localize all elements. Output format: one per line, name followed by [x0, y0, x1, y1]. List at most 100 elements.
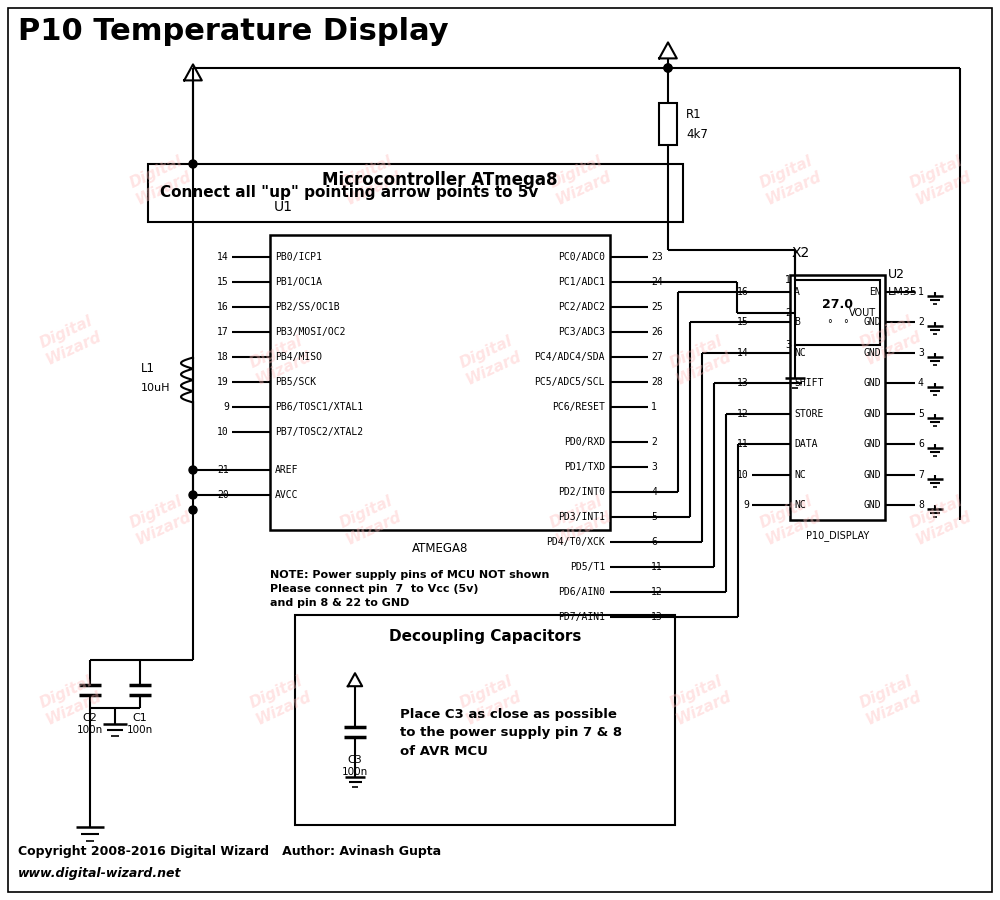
Text: PB0/ICP1: PB0/ICP1	[275, 252, 322, 262]
Text: °: °	[843, 320, 848, 329]
Text: 20: 20	[217, 490, 229, 500]
Text: Digital
Wizard: Digital Wizard	[756, 492, 824, 547]
Text: 19: 19	[217, 377, 229, 387]
Text: C2: C2	[83, 713, 97, 723]
Text: Digital
Wizard: Digital Wizard	[246, 333, 314, 387]
Bar	[795, 280, 880, 345]
Text: C3: C3	[348, 755, 362, 765]
Text: NOTE: Power supply pins of MCU NOT shown
Please connect pin  7  to Vcc (5v)
and : NOTE: Power supply pins of MCU NOT shown…	[270, 570, 549, 608]
Text: 24: 24	[651, 277, 663, 287]
Text: 6: 6	[651, 537, 657, 547]
Text: 21: 21	[217, 465, 229, 475]
Text: 14: 14	[217, 252, 229, 262]
Text: 9: 9	[223, 402, 229, 412]
Text: 2: 2	[918, 318, 924, 328]
Text: °: °	[827, 320, 832, 329]
Text: A: A	[794, 287, 800, 297]
Text: Digital
Wizard: Digital Wizard	[336, 492, 404, 547]
Text: STORE: STORE	[794, 409, 823, 419]
Text: PD7/AIN1: PD7/AIN1	[558, 612, 605, 622]
Text: 9: 9	[743, 500, 749, 510]
Text: Digital
Wizard: Digital Wizard	[856, 312, 924, 367]
Text: Place C3 as close as possible
to the power supply pin 7 & 8
of AVR MCU: Place C3 as close as possible to the pow…	[400, 707, 622, 758]
Text: 10uH: 10uH	[141, 383, 170, 393]
Text: 12: 12	[651, 587, 663, 597]
Text: NC: NC	[794, 470, 806, 480]
Text: 100n: 100n	[342, 767, 368, 777]
Text: 3: 3	[651, 462, 657, 472]
Text: Digital
Wizard: Digital Wizard	[126, 492, 194, 547]
Text: PD3/INT1: PD3/INT1	[558, 512, 605, 522]
Text: ATMEGA8: ATMEGA8	[412, 542, 468, 554]
Text: Microcontroller ATmega8: Microcontroller ATmega8	[322, 171, 558, 189]
Text: Digital
Wizard: Digital Wizard	[456, 333, 524, 387]
Text: PB2/SS/OC1B: PB2/SS/OC1B	[275, 302, 340, 312]
Text: PB4/MISO: PB4/MISO	[275, 352, 322, 362]
Text: 1: 1	[785, 275, 791, 285]
Text: LM35: LM35	[888, 287, 918, 297]
Text: 14: 14	[737, 348, 749, 358]
Text: NC: NC	[794, 500, 806, 510]
Text: 13: 13	[737, 378, 749, 388]
Text: PB3/MOSI/OC2: PB3/MOSI/OC2	[275, 327, 346, 337]
Text: 27: 27	[651, 352, 663, 362]
Text: 5: 5	[651, 512, 657, 522]
Text: Digital
Wizard: Digital Wizard	[126, 153, 194, 207]
Text: Decoupling Capacitors: Decoupling Capacitors	[389, 629, 581, 644]
Bar	[148, 164, 683, 222]
Text: GND: GND	[863, 409, 881, 419]
Text: 2: 2	[651, 437, 657, 447]
Text: Digital
Wizard: Digital Wizard	[36, 312, 104, 367]
Text: NC: NC	[794, 348, 806, 358]
Text: Digital
Wizard: Digital Wizard	[666, 672, 734, 727]
Text: PB5/SCK: PB5/SCK	[275, 377, 316, 387]
Text: 6: 6	[918, 439, 924, 449]
Text: Digital
Wizard: Digital Wizard	[906, 492, 974, 547]
Text: GND: GND	[863, 318, 881, 328]
Text: Digital
Wizard: Digital Wizard	[756, 153, 824, 207]
Bar	[790, 275, 885, 520]
Text: GND: GND	[863, 470, 881, 480]
Text: PC3/ADC3: PC3/ADC3	[558, 327, 605, 337]
Text: Digital
Wizard: Digital Wizard	[336, 153, 404, 207]
Text: www.digital-wizard.net: www.digital-wizard.net	[18, 868, 182, 880]
Text: 7: 7	[918, 470, 924, 480]
Text: 4: 4	[918, 378, 924, 388]
Text: PD1/TXD: PD1/TXD	[564, 462, 605, 472]
Text: PC1/ADC1: PC1/ADC1	[558, 277, 605, 287]
Text: 28: 28	[651, 377, 663, 387]
Text: PD5/T1: PD5/T1	[570, 562, 605, 572]
Text: PC5/ADC5/SCL: PC5/ADC5/SCL	[534, 377, 605, 387]
Text: B: B	[794, 318, 800, 328]
Text: 11: 11	[737, 439, 749, 449]
Text: Copyright 2008-2016 Digital Wizard   Author: Avinash Gupta: Copyright 2008-2016 Digital Wizard Autho…	[18, 845, 441, 859]
Text: Digital
Wizard: Digital Wizard	[856, 672, 924, 727]
Circle shape	[189, 506, 197, 514]
Text: U1: U1	[274, 200, 293, 214]
Text: DATA: DATA	[794, 439, 818, 449]
Text: PD4/T0/XCK: PD4/T0/XCK	[546, 537, 605, 547]
Text: P10_DISPLAY: P10_DISPLAY	[806, 530, 869, 542]
Text: 10: 10	[737, 470, 749, 480]
Text: Digital
Wizard: Digital Wizard	[546, 492, 614, 547]
Circle shape	[664, 64, 672, 72]
Text: 1: 1	[918, 287, 924, 297]
Text: PB7/TOSC2/XTAL2: PB7/TOSC2/XTAL2	[275, 427, 363, 437]
Text: PD2/INT0: PD2/INT0	[558, 487, 605, 497]
Text: 25: 25	[651, 302, 663, 312]
Text: PC4/ADC4/SDA: PC4/ADC4/SDA	[534, 352, 605, 362]
Text: SHIFT: SHIFT	[794, 378, 823, 388]
Text: 17: 17	[217, 327, 229, 337]
Bar	[659, 103, 677, 145]
Text: 26: 26	[651, 327, 663, 337]
Text: Connect all "up" pointing arrow points to 5v: Connect all "up" pointing arrow points t…	[160, 185, 538, 201]
Text: GND: GND	[863, 348, 881, 358]
Text: PB1/OC1A: PB1/OC1A	[275, 277, 322, 287]
Bar	[295, 615, 675, 825]
Text: 3: 3	[918, 348, 924, 358]
Text: 1: 1	[651, 402, 657, 412]
Text: 3: 3	[785, 340, 791, 350]
Text: 23: 23	[651, 252, 663, 262]
Bar	[270, 235, 610, 530]
Text: PB6/TOSC1/XTAL1: PB6/TOSC1/XTAL1	[275, 402, 363, 412]
